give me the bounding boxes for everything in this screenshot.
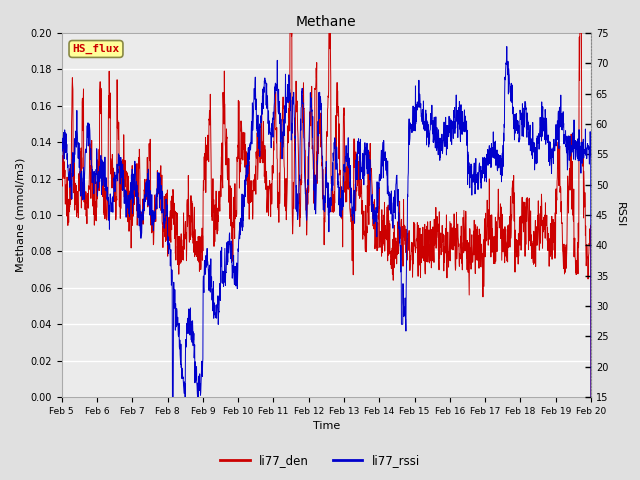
Y-axis label: Methane (mmol/m3): Methane (mmol/m3) [15,158,25,272]
Text: HS_flux: HS_flux [72,44,120,54]
Y-axis label: RSSI: RSSI [615,203,625,228]
Legend: li77_den, li77_rssi: li77_den, li77_rssi [216,449,424,472]
Title: Methane: Methane [296,15,356,29]
X-axis label: Time: Time [313,421,340,432]
